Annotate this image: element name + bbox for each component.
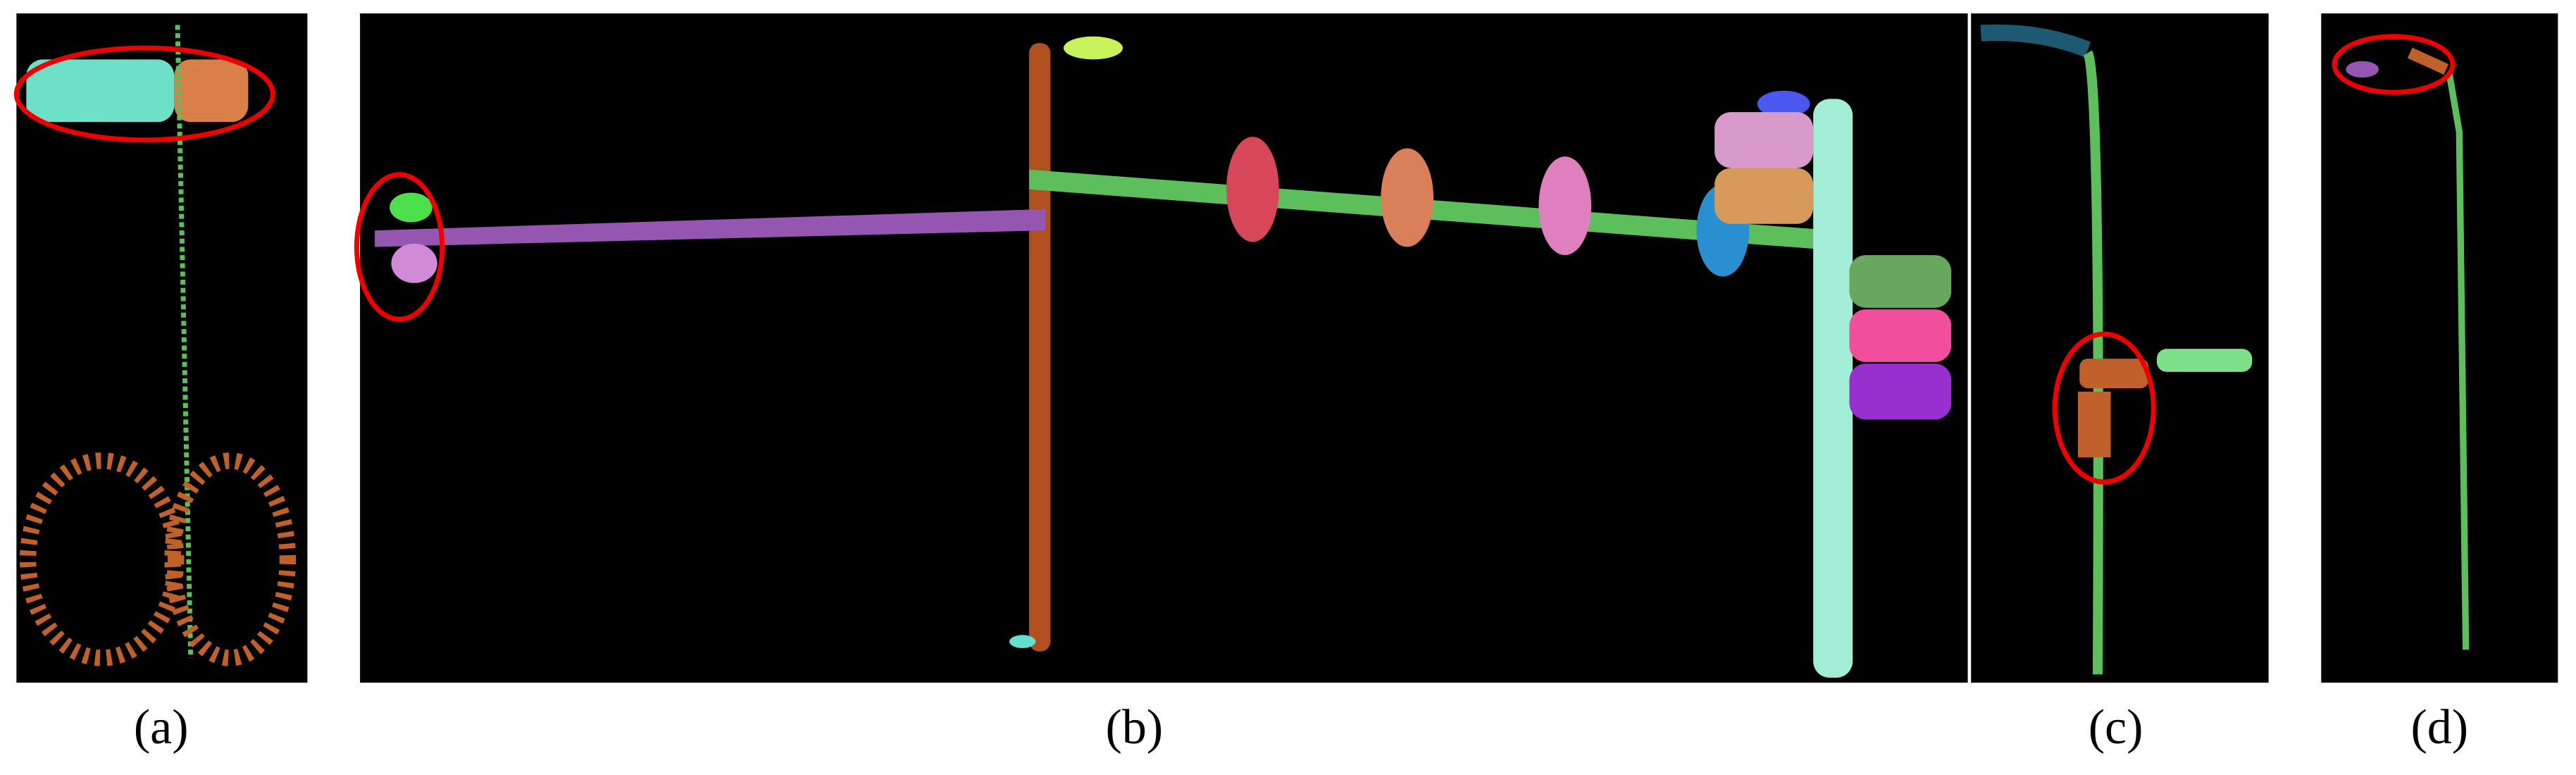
panel-a bbox=[13, 13, 308, 683]
panel-label: (a) bbox=[134, 700, 189, 755]
panel-b bbox=[354, 13, 1968, 683]
panel-c bbox=[1971, 13, 2269, 683]
panel-label: (d) bbox=[2410, 700, 2468, 755]
panel-label: (c) bbox=[2089, 700, 2143, 755]
panel-d bbox=[2321, 13, 2558, 683]
panel-label: (b) bbox=[1105, 700, 1163, 755]
